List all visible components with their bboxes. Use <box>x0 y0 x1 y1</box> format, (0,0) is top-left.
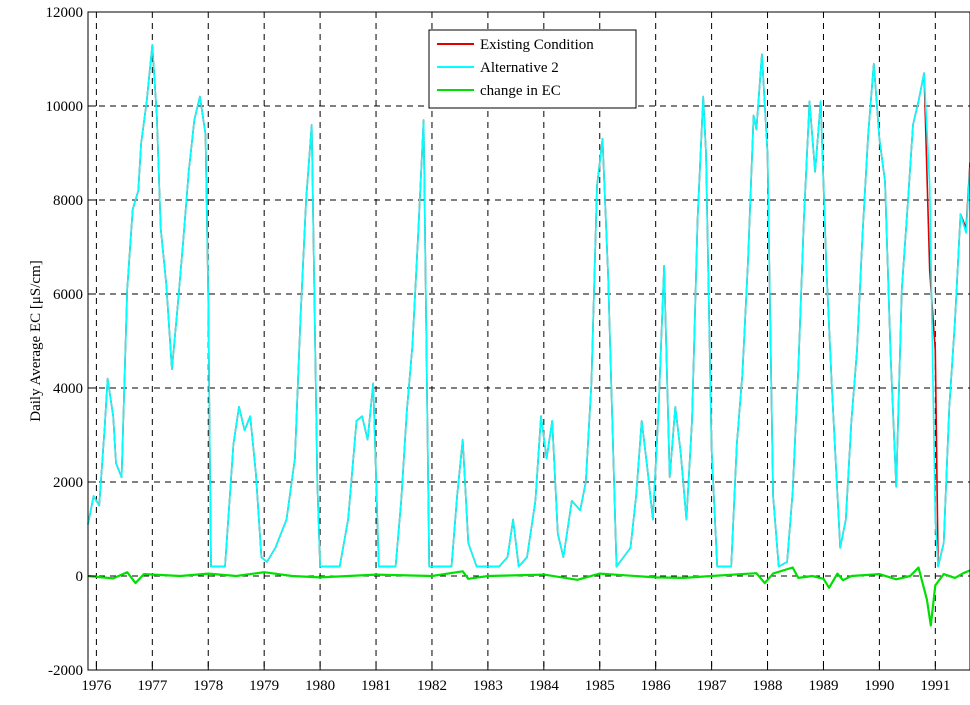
series-line-change-in-ec <box>87 566 970 627</box>
series-line-alternative-2 <box>87 44 970 568</box>
legend-entry-change-in-ec: change in EC <box>480 83 561 99</box>
x-tick-label: 1986 <box>641 678 672 694</box>
y-tick-label: 8000 <box>53 193 83 209</box>
x-tick-label: 1979 <box>249 678 279 694</box>
y-tick-label: 12000 <box>46 5 84 21</box>
x-tick-label: 1977 <box>137 678 168 694</box>
x-tick-label: 1990 <box>864 678 894 694</box>
x-tick-label: 1980 <box>305 678 335 694</box>
y-axis: -2000 0 2000 4000 6000 8000 10000 12000 <box>46 5 96 679</box>
y-axis-label: Daily Average EC [μS/cm] <box>28 260 44 421</box>
legend-entry-existing-condition: Existing Condition <box>480 37 594 53</box>
y-tick-label: 4000 <box>53 381 83 397</box>
x-tick-label: 1989 <box>808 678 838 694</box>
y-tick-label: 2000 <box>53 475 83 491</box>
x-axis: 1976 1977 1978 1979 1980 1981 1982 1983 1984 1985… <box>81 662 950 694</box>
legend-entry-alternative-2: Alternative 2 <box>480 60 559 76</box>
y-tick-label: 0 <box>76 569 84 585</box>
x-tick-label: 1982 <box>417 678 447 694</box>
x-tick-label: 1985 <box>585 678 615 694</box>
x-tick-label: 1978 <box>193 678 223 694</box>
x-tick-label: 1988 <box>753 678 783 694</box>
x-tick-label: 1976 <box>81 678 112 694</box>
y-tick-label: 10000 <box>46 99 84 115</box>
x-tick-label: 1981 <box>361 678 391 694</box>
plot-border <box>87 11 970 671</box>
legend: Existing Condition Alternative 2 change in… <box>428 29 637 109</box>
y-tick-label: 6000 <box>53 287 83 303</box>
x-tick-label: 1987 <box>697 678 728 694</box>
x-tick-label: 1991 <box>920 678 950 694</box>
series-group <box>87 44 970 627</box>
y-tick-label: -2000 <box>48 663 83 679</box>
plot-area <box>88 12 970 670</box>
x-tick-label: 1983 <box>473 678 503 694</box>
x-tick-label: 1984 <box>529 678 560 694</box>
